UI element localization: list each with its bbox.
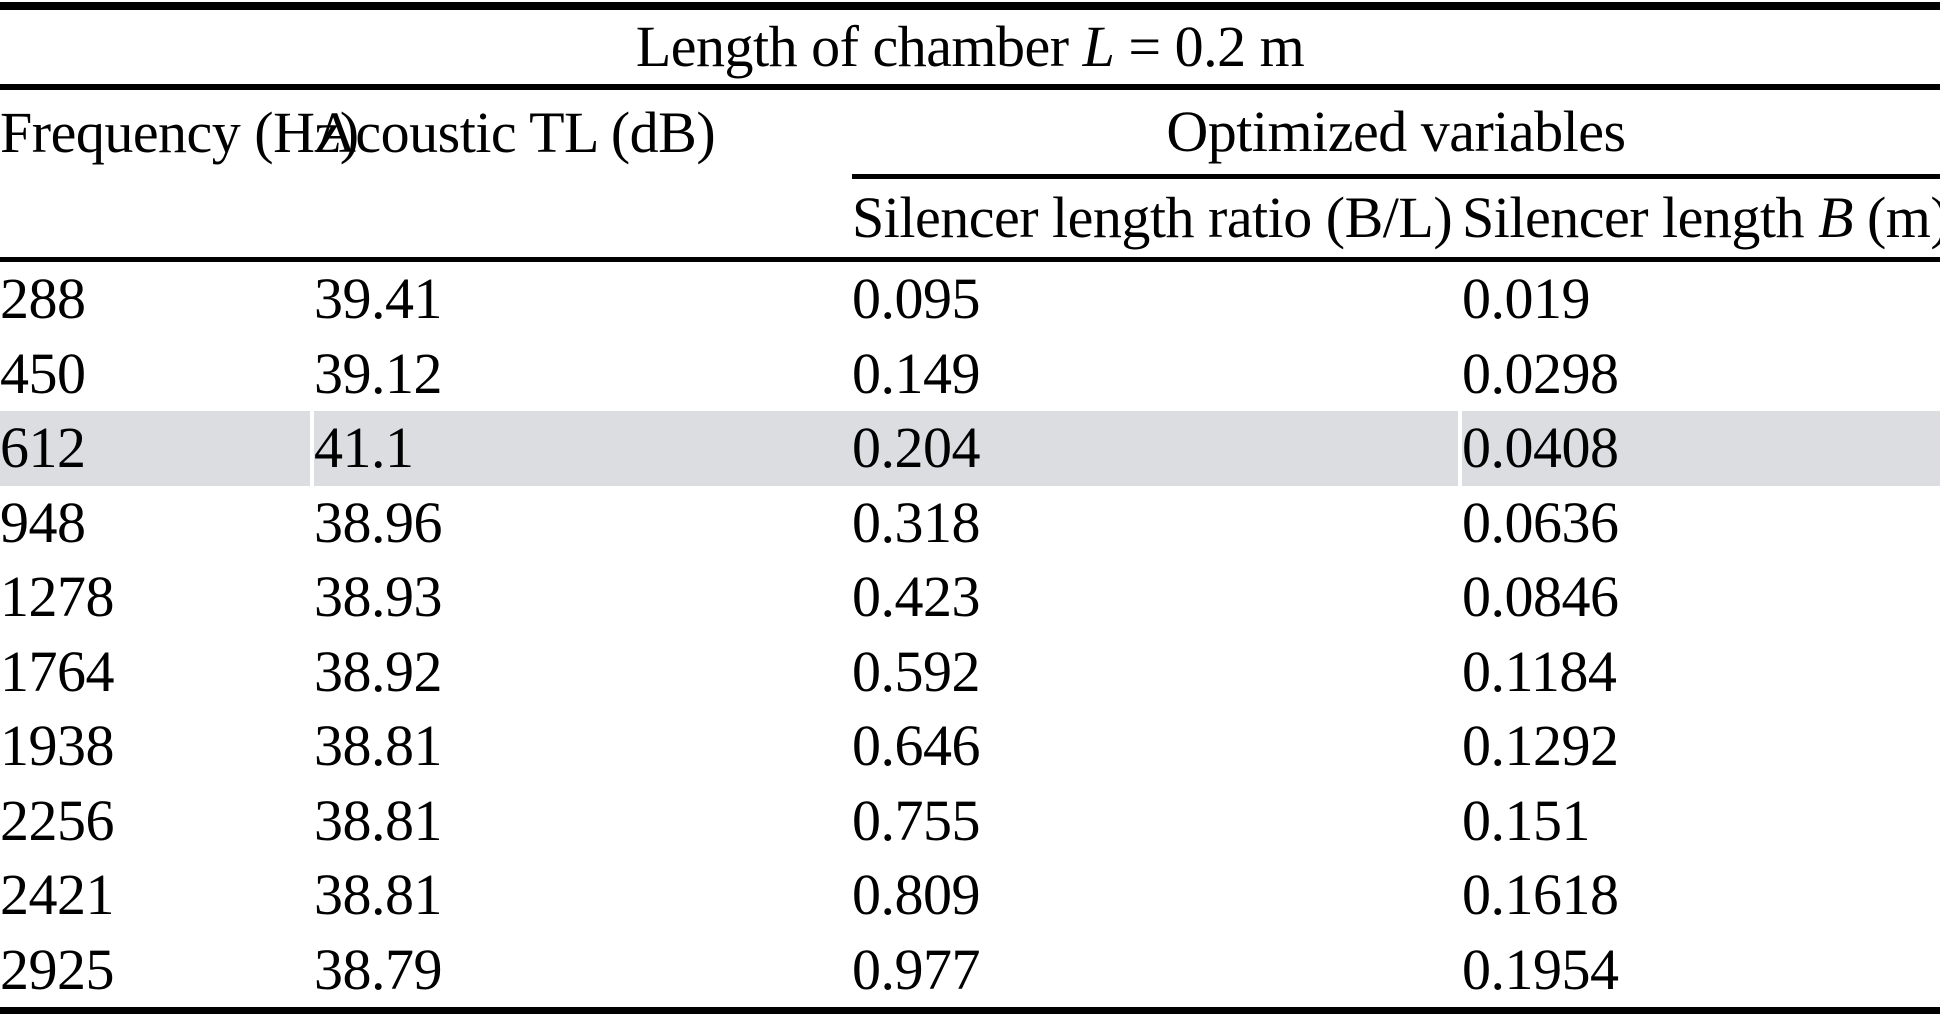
acoustic-tl-cell: 38.93 xyxy=(314,564,443,630)
highlighted-row: 612 41.1 0.204 0.0408 xyxy=(0,411,1940,486)
length-b-cell: 0.019 xyxy=(1462,266,1591,332)
empty-header-cell xyxy=(0,176,314,262)
frequency-cell: 288 xyxy=(0,266,86,332)
acoustic-tl-cell: 38.96 xyxy=(314,489,443,555)
table-row: 1938 38.81 0.646 0.1292 xyxy=(0,709,1940,784)
table-title: Length of chamber L = 0.2 m xyxy=(0,6,1940,90)
table-row: 2256 38.81 0.755 0.151 xyxy=(0,784,1940,859)
frequency-cell: 948 xyxy=(0,489,86,555)
table-row: 2925 38.79 0.977 0.1954 xyxy=(0,932,1940,1014)
ratio-cell: 0.423 xyxy=(852,564,981,630)
frequency-cell: 1938 xyxy=(0,713,115,779)
length-b-cell: 0.1954 xyxy=(1462,932,1940,1014)
ratio-cell: 0.809 xyxy=(852,862,981,928)
silencer-length-unit: (m) xyxy=(1852,185,1940,250)
length-b-cell: 0.0846 xyxy=(1462,564,1619,630)
acoustic-tl-cell: 38.81 xyxy=(314,713,443,779)
table-row: 288 39.41 0.095 0.019 xyxy=(0,260,1940,337)
table-row: 1764 38.92 0.592 0.1184 xyxy=(0,635,1940,710)
table-title-suffix: = 0.2 m xyxy=(1114,14,1305,79)
acoustic-tl-cell: 38.79 xyxy=(314,932,852,1014)
table-row: 2421 38.81 0.809 0.1618 xyxy=(0,858,1940,933)
ratio-cell: 0.149 xyxy=(852,340,981,406)
length-b-cell: 0.0408 xyxy=(1462,411,1940,486)
col-header-optimized-variables: Optimized variables xyxy=(852,87,1940,179)
frequency-cell: 2256 xyxy=(0,787,115,853)
silencer-length-variable: B xyxy=(1818,185,1853,250)
table-row: 450 39.12 0.149 0.0298 xyxy=(0,337,1940,412)
length-b-cell: 0.1184 xyxy=(1462,638,1617,704)
frequency-cell: 2421 xyxy=(0,862,115,928)
table-row: 948 38.96 0.318 0.0636 xyxy=(0,486,1940,561)
col-header-frequency: Frequency (Hz) xyxy=(0,100,359,166)
frequency-cell: 1278 xyxy=(0,564,115,630)
frequency-cell: 612 xyxy=(0,411,314,486)
ratio-cell: 0.204 xyxy=(852,411,1462,486)
table-title-prefix: Length of chamber xyxy=(635,14,1083,79)
length-b-cell: 0.151 xyxy=(1462,787,1591,853)
length-b-cell: 0.1292 xyxy=(1462,713,1619,779)
header-row-main: Frequency (Hz) Acoustic TL (dB) Optimize… xyxy=(0,87,1940,179)
chamber-length-variable: L xyxy=(1082,14,1115,79)
ratio-cell: 0.977 xyxy=(852,932,1462,1014)
table-row: 1278 38.93 0.423 0.0846 xyxy=(0,560,1940,635)
ratio-cell: 0.755 xyxy=(852,787,981,853)
frequency-cell: 450 xyxy=(0,340,86,406)
frequency-cell: 2925 xyxy=(0,932,314,1014)
header-row-sub: Silencer length ratio (B/L) Silencer len… xyxy=(0,176,1940,262)
ratio-cell: 0.318 xyxy=(852,489,981,555)
acoustic-tl-cell: 38.81 xyxy=(314,787,443,853)
acoustic-tl-cell: 38.81 xyxy=(314,862,443,928)
acoustic-tl-cell: 39.12 xyxy=(314,340,443,406)
acoustic-tl-cell: 41.1 xyxy=(314,411,852,486)
col-header-acoustic-tl: Acoustic TL (dB) xyxy=(314,100,716,166)
acoustic-tl-cell: 38.92 xyxy=(314,638,443,704)
ratio-cell: 0.592 xyxy=(852,638,981,704)
frequency-cell: 1764 xyxy=(0,638,115,704)
length-b-cell: 0.0298 xyxy=(1462,340,1619,406)
acoustic-tl-cell: 39.41 xyxy=(314,266,443,332)
empty-header-cell xyxy=(314,176,852,262)
col-header-silencer-length-b: Silencer length B (m) xyxy=(1462,176,1940,262)
table-title-row: Length of chamber L = 0.2 m xyxy=(0,6,1940,90)
col-header-silencer-length-ratio: Silencer length ratio (B/L) xyxy=(852,176,1462,262)
ratio-cell: 0.095 xyxy=(852,266,981,332)
length-b-cell: 0.0636 xyxy=(1462,489,1619,555)
ratio-cell: 0.646 xyxy=(852,713,981,779)
length-b-cell: 0.1618 xyxy=(1462,862,1619,928)
silencer-length-label: Silencer length xyxy=(1462,185,1819,250)
